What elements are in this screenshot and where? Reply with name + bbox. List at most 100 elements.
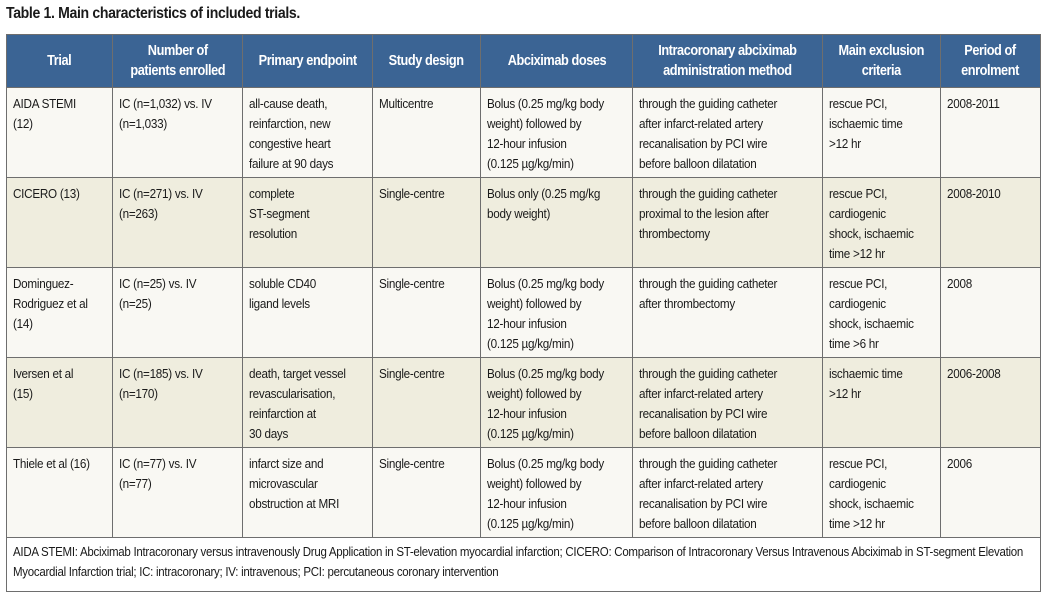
cell-text: Thiele et al (16) bbox=[13, 456, 90, 471]
header-row: Trial Number of patients enrolled Primary … bbox=[6, 34, 1041, 88]
column-header-label: Period of enrolment bbox=[961, 42, 1020, 79]
cell-text: rescue PCI, cardiogenic shock, ischaemic… bbox=[829, 276, 914, 351]
footnote-text: AIDA STEMI: Abciximab Intracoronary vers… bbox=[13, 545, 1024, 579]
table-cell: Bolus only (0.25 mg/kg body weight) bbox=[480, 177, 633, 268]
cell-text: rescue PCI, ischaemic time >12 hr bbox=[829, 96, 903, 151]
column-header: Period of enrolment bbox=[940, 34, 1041, 88]
table-cell: Bolus (0.25 mg/kg body weight) followed … bbox=[480, 357, 633, 448]
table-cell: rescue PCI, cardiogenic shock, ischaemic… bbox=[822, 267, 941, 358]
column-header: Number of patients enrolled bbox=[112, 34, 243, 88]
cell-text: Bolus only (0.25 mg/kg body weight) bbox=[487, 186, 601, 221]
table-cell: Bolus (0.25 mg/kg body weight) followed … bbox=[480, 267, 633, 358]
cell-text: ischaemic time >12 hr bbox=[829, 366, 903, 401]
cell-text: AIDA STEMI (12) bbox=[13, 96, 76, 131]
column-header: Intracoronary abciximab administration m… bbox=[632, 34, 823, 88]
column-header-label: Abciximab doses bbox=[507, 52, 606, 69]
table-row: CICERO (13) IC (n=271) vs. IV (n=263) comp… bbox=[6, 177, 1041, 268]
cell-text: Bolus (0.25 mg/kg body weight) followed … bbox=[487, 366, 604, 441]
cell-text: through the guiding catheter after throm… bbox=[639, 276, 778, 311]
table-cell: infarct size and microvascular obstructi… bbox=[242, 447, 373, 538]
column-header: Main exclusion criteria bbox=[822, 34, 941, 88]
cell-text: Dominguez- Rodriguez et al (14) bbox=[13, 276, 88, 331]
table-cell: Single-centre bbox=[372, 357, 481, 448]
cell-text: soluble CD40 ligand levels bbox=[249, 276, 317, 311]
cell-text: rescue PCI, cardiogenic shock, ischaemic… bbox=[829, 456, 914, 531]
table-cell: 2006-2008 bbox=[940, 357, 1041, 448]
cell-text: 2008-2010 bbox=[947, 186, 1001, 201]
table-row: Thiele et al (16) IC (n=77) vs. IV (n=77)… bbox=[6, 447, 1041, 538]
column-header-label: Number of patients enrolled bbox=[130, 42, 225, 79]
cell-text: 2008-2011 bbox=[947, 96, 1000, 111]
cell-text: all-cause death, reinfarction, new conge… bbox=[249, 96, 334, 171]
cell-text: 2008 bbox=[947, 276, 972, 291]
cell-text: through the guiding catheter after infar… bbox=[639, 96, 778, 171]
column-header-label: Intracoronary abciximab administration m… bbox=[658, 42, 797, 79]
table-row: Iversen et al (15) IC (n=185) vs. IV (n=1… bbox=[6, 357, 1041, 448]
table-cell: IC (n=185) vs. IV (n=170) bbox=[112, 357, 243, 448]
table-cell: Single-centre bbox=[372, 267, 481, 358]
table-cell: Single-centre bbox=[372, 447, 481, 538]
table-cell: through the guiding catheter after throm… bbox=[632, 267, 823, 358]
cell-text: through the guiding catheter after infar… bbox=[639, 366, 778, 441]
table-title: Table 1. Main characteristics of include… bbox=[6, 5, 300, 22]
table-cell: Bolus (0.25 mg/kg body weight) followed … bbox=[480, 87, 633, 178]
table-cell: 2008-2010 bbox=[940, 177, 1041, 268]
cell-text: IC (n=1,032) vs. IV (n=1,033) bbox=[119, 96, 212, 131]
table-cell: 2008 bbox=[940, 267, 1041, 358]
table-cell: Thiele et al (16) bbox=[6, 447, 113, 538]
table-cell: soluble CD40 ligand levels bbox=[242, 267, 373, 358]
column-header-label: Study design bbox=[389, 52, 464, 69]
footnote-row: AIDA STEMI: Abciximab Intracoronary vers… bbox=[6, 537, 1041, 592]
cell-text: Iversen et al (15) bbox=[13, 366, 74, 401]
cell-text: rescue PCI, cardiogenic shock, ischaemic… bbox=[829, 186, 914, 261]
table-cell: rescue PCI, cardiogenic shock, ischaemic… bbox=[822, 447, 941, 538]
table-cell: Multicentre bbox=[372, 87, 481, 178]
table-cell: through the guiding catheter after infar… bbox=[632, 87, 823, 178]
table-cell: AIDA STEMI (12) bbox=[6, 87, 113, 178]
table-cell: IC (n=77) vs. IV (n=77) bbox=[112, 447, 243, 538]
table-cell: Bolus (0.25 mg/kg body weight) followed … bbox=[480, 447, 633, 538]
cell-text: through the guiding catheter after infar… bbox=[639, 456, 778, 531]
table-cell: IC (n=271) vs. IV (n=263) bbox=[112, 177, 243, 268]
table-cell: IC (n=1,032) vs. IV (n=1,033) bbox=[112, 87, 243, 178]
table-cell: rescue PCI, cardiogenic shock, ischaemic… bbox=[822, 177, 941, 268]
trials-table: Trial Number of patients enrolled Primary … bbox=[6, 34, 1041, 592]
column-header: Abciximab doses bbox=[480, 34, 633, 88]
cell-text: through the guiding catheter proximal to… bbox=[639, 186, 778, 241]
cell-text: complete ST-segment resolution bbox=[249, 186, 310, 241]
table-cell: ischaemic time >12 hr bbox=[822, 357, 941, 448]
table-cell: death, target vessel revascularisation, … bbox=[242, 357, 373, 448]
footnote: AIDA STEMI: Abciximab Intracoronary vers… bbox=[6, 537, 1041, 592]
column-header: Study design bbox=[372, 34, 481, 88]
table-cell: all-cause death, reinfarction, new conge… bbox=[242, 87, 373, 178]
cell-text: CICERO (13) bbox=[13, 186, 80, 201]
cell-text: infarct size and microvascular obstructi… bbox=[249, 456, 340, 511]
table-cell: complete ST-segment resolution bbox=[242, 177, 373, 268]
column-header-label: Primary endpoint bbox=[258, 52, 357, 69]
cell-text: 2006-2008 bbox=[947, 366, 1001, 381]
cell-text: Single-centre bbox=[379, 276, 445, 291]
table-cell: through the guiding catheter proximal to… bbox=[632, 177, 823, 268]
cell-text: IC (n=271) vs. IV (n=263) bbox=[119, 186, 203, 221]
cell-text: Bolus (0.25 mg/kg body weight) followed … bbox=[487, 456, 604, 531]
cell-text: IC (n=185) vs. IV (n=170) bbox=[119, 366, 203, 401]
table-cell: through the guiding catheter after infar… bbox=[632, 447, 823, 538]
cell-text: death, target vessel revascularisation, … bbox=[249, 366, 346, 441]
table-cell: rescue PCI, ischaemic time >12 hr bbox=[822, 87, 941, 178]
cell-text: Single-centre bbox=[379, 456, 445, 471]
cell-text: Bolus (0.25 mg/kg body weight) followed … bbox=[487, 276, 604, 351]
table-cell: 2008-2011 bbox=[940, 87, 1041, 178]
cell-text: IC (n=25) vs. IV (n=25) bbox=[119, 276, 197, 311]
cell-text: Bolus (0.25 mg/kg body weight) followed … bbox=[487, 96, 604, 171]
column-header: Trial bbox=[6, 34, 113, 88]
cell-text: Multicentre bbox=[379, 96, 434, 111]
cell-text: IC (n=77) vs. IV (n=77) bbox=[119, 456, 197, 491]
table-cell: 2006 bbox=[940, 447, 1041, 538]
cell-text: Single-centre bbox=[379, 366, 445, 381]
column-header-label: Main exclusion criteria bbox=[838, 42, 925, 79]
table-cell: Single-centre bbox=[372, 177, 481, 268]
cell-text: 2006 bbox=[947, 456, 972, 471]
column-header: Primary endpoint bbox=[242, 34, 373, 88]
cell-text: Single-centre bbox=[379, 186, 445, 201]
table-row: AIDA STEMI (12) IC (n=1,032) vs. IV (n=1,… bbox=[6, 87, 1041, 178]
